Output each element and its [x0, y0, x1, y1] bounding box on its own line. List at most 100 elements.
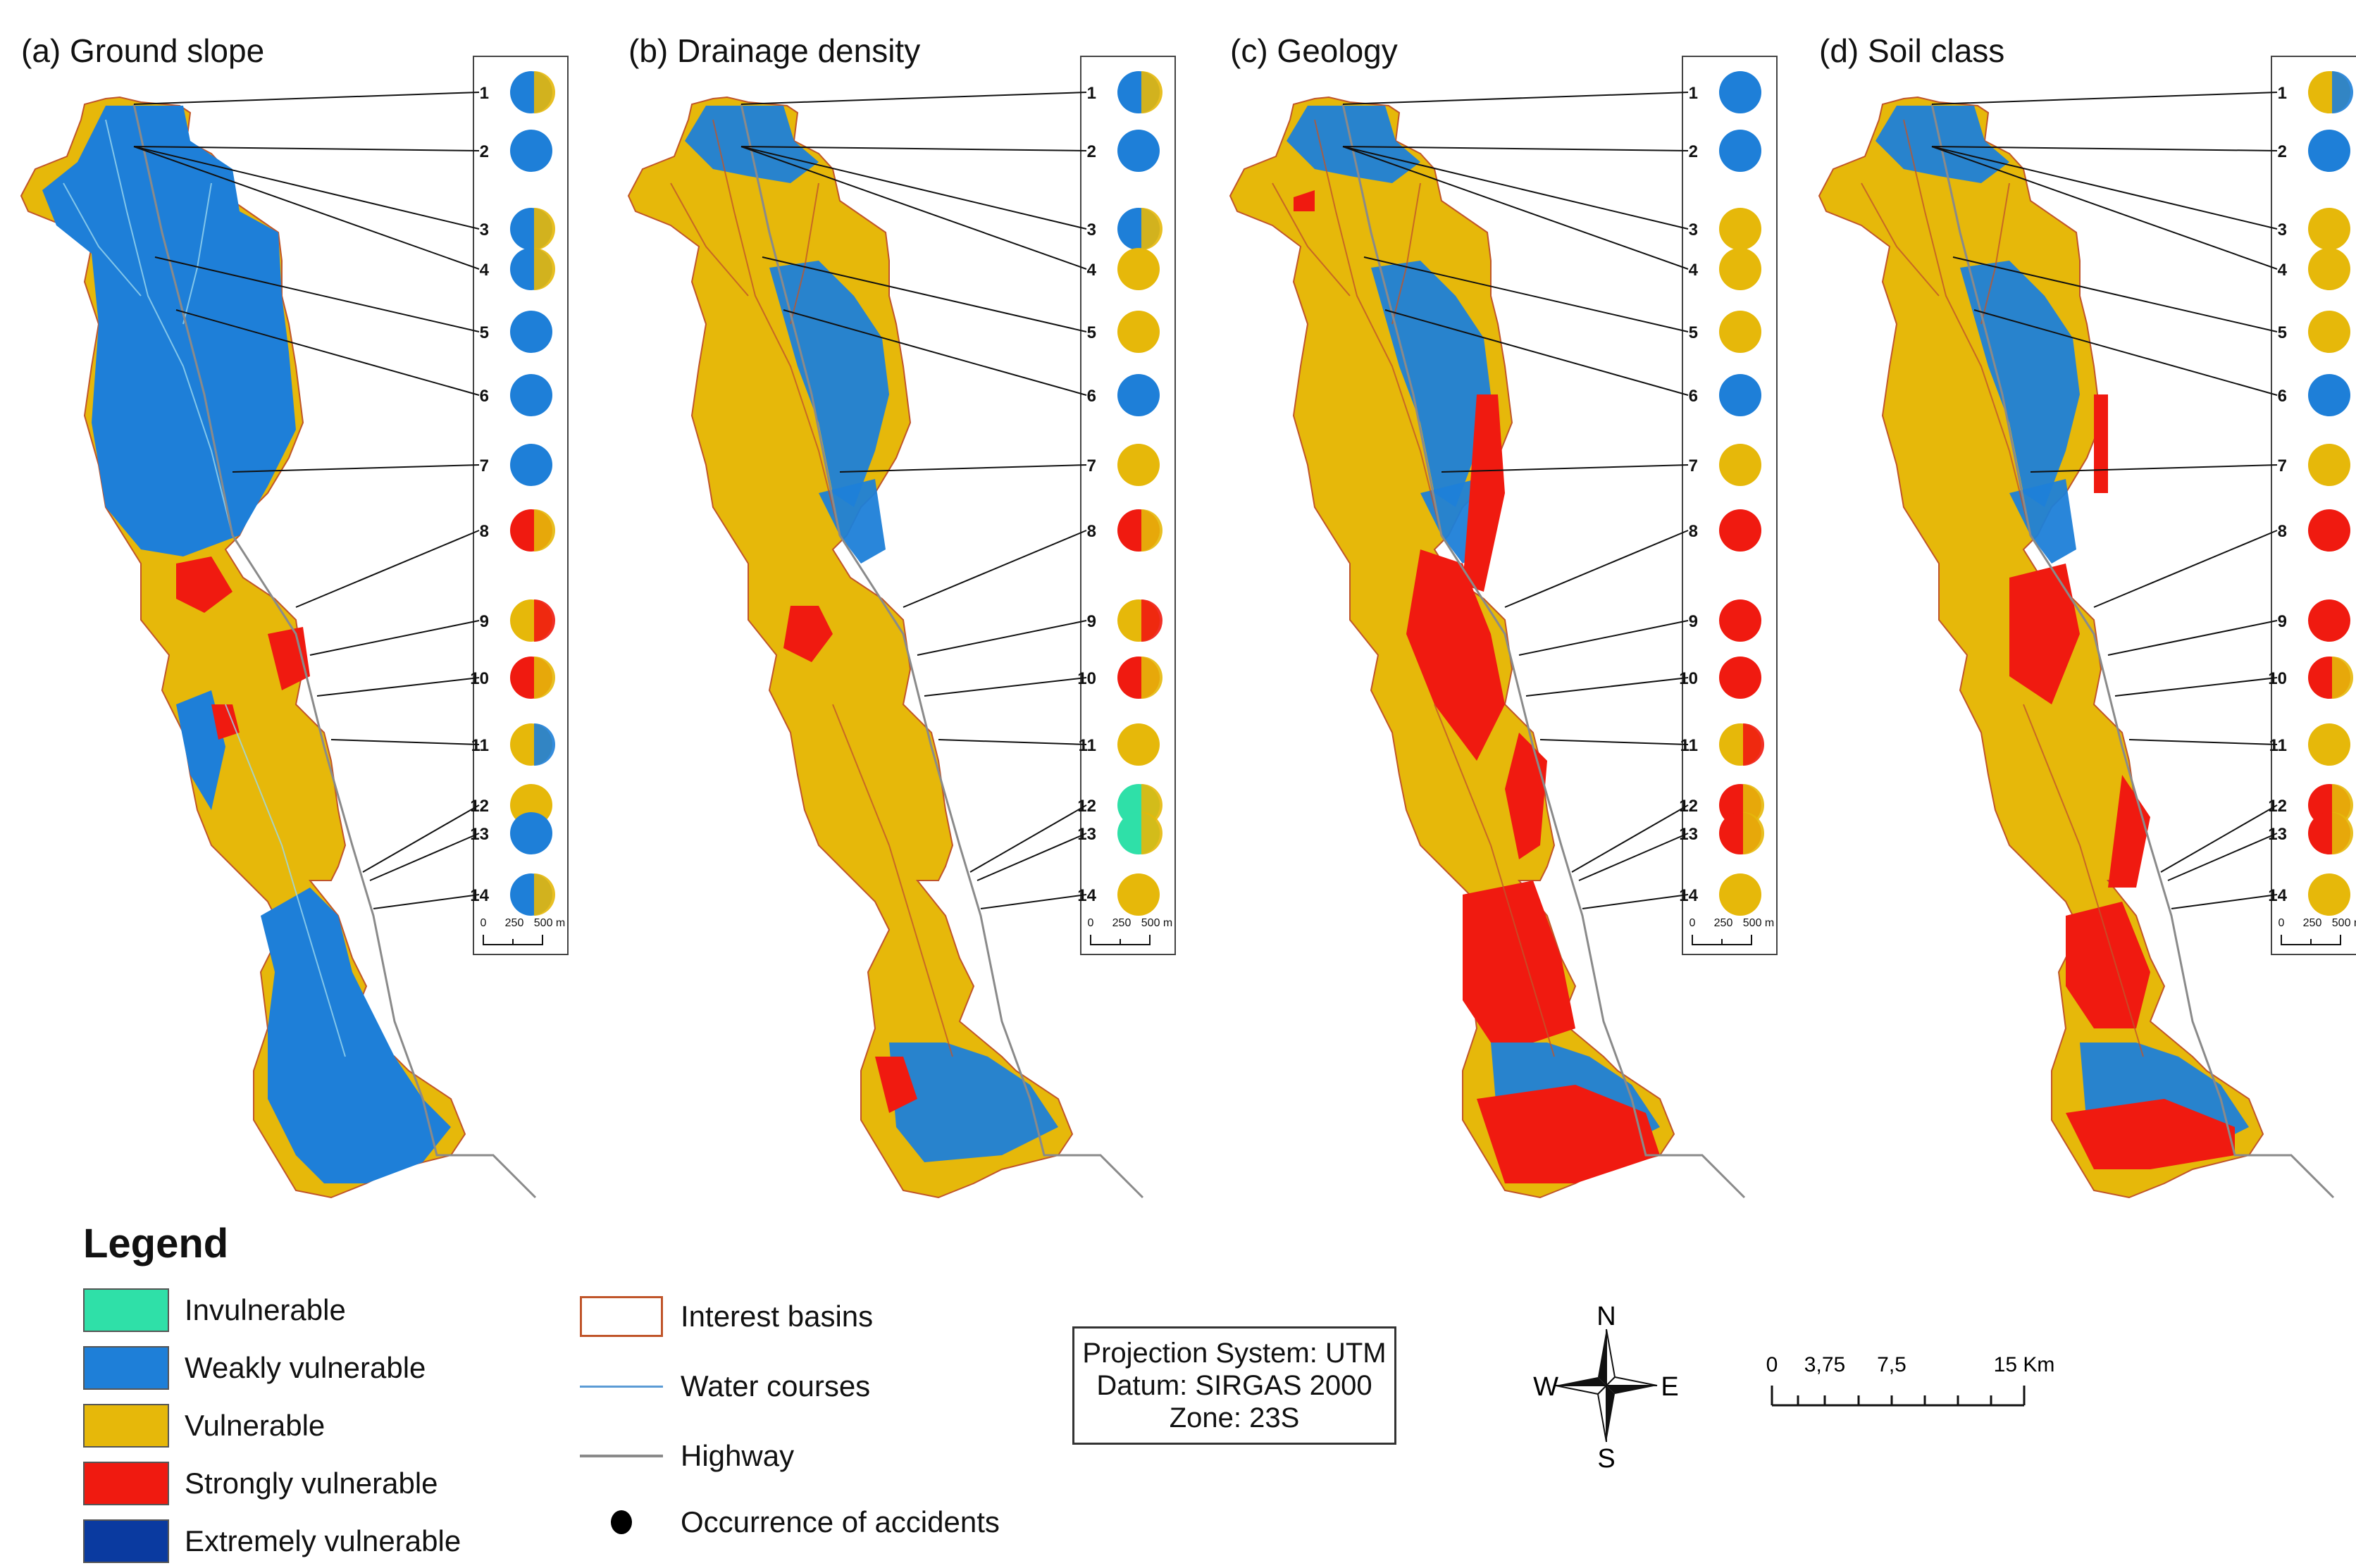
sample-circle — [510, 723, 555, 766]
sample-circle — [1117, 599, 1162, 642]
inset-scale-2: 500 m — [1743, 917, 1774, 929]
legend-label: Extremely vulnerable — [185, 1524, 461, 1557]
leader-line — [924, 677, 1087, 697]
sample-circle — [1117, 311, 1160, 353]
leader-line — [969, 804, 1087, 873]
circle-number: 4 — [2278, 261, 2288, 280]
leader-line — [839, 464, 1087, 473]
circle-number: 6 — [480, 387, 489, 406]
circle-number: 7 — [1087, 456, 1096, 475]
inset-scale-2: 500 m — [534, 917, 565, 929]
sample-circle — [2308, 208, 2350, 250]
scale-label-2: 7,5 — [1877, 1353, 1906, 1376]
sample-circle — [2308, 873, 2350, 916]
zone-patch — [2108, 775, 2150, 888]
zone-patch — [783, 606, 833, 662]
zone-patch — [685, 106, 819, 183]
zone-patch — [889, 1043, 1058, 1162]
circle-number: 9 — [2278, 612, 2287, 631]
circle-number: 6 — [2278, 387, 2287, 406]
water-course-line — [670, 182, 749, 297]
sample-circle — [1719, 71, 1761, 113]
circle-number: 3 — [1689, 220, 1698, 239]
sample-circle — [1719, 657, 1761, 699]
sample-circle — [1719, 812, 1764, 854]
leader-line — [2160, 804, 2278, 873]
sample-circle — [1117, 444, 1160, 486]
inset-scale-bar — [483, 935, 543, 945]
leader-line — [1363, 256, 1689, 332]
water-courses — [1861, 119, 2144, 1057]
water-course-line — [1434, 704, 1555, 1057]
leader-line — [740, 146, 1087, 270]
leader-line — [2114, 677, 2278, 697]
weakly-vulnerable-swatch — [83, 1346, 169, 1390]
projection-box: Projection System: UTM Datum: SIRGAS 200… — [1072, 1326, 1396, 1445]
zone-patch — [875, 1057, 917, 1113]
circle-number: 2 — [480, 142, 489, 161]
sample-circle — [1719, 374, 1761, 416]
leader-line — [762, 256, 1087, 332]
circle-number: 11 — [1079, 736, 1096, 755]
leader-line — [740, 146, 1087, 230]
sample-circle — [1117, 208, 1162, 250]
circle-number: 13 — [1077, 825, 1096, 844]
zone-patch — [1286, 106, 1420, 183]
leader-line — [740, 92, 1087, 105]
leader-line — [295, 530, 480, 608]
circle-number: 1 — [2278, 84, 2287, 103]
zone-patch — [261, 888, 451, 1183]
leader-line — [2171, 894, 2278, 909]
zone-patch — [268, 627, 310, 690]
circle-number: 14 — [470, 886, 489, 905]
leader-line — [154, 256, 480, 332]
circle-number: 8 — [480, 522, 489, 541]
sample-circle — [510, 71, 555, 113]
sample-circle — [1719, 509, 1761, 552]
sample-circle — [1719, 873, 1761, 916]
sample-circle — [1117, 248, 1160, 290]
water-course-line — [790, 182, 819, 325]
extremely-vulnerable-swatch — [83, 1519, 169, 1563]
legend-item-invulnerable: Invulnerable — [83, 1288, 346, 1333]
legend-label: Interest basins — [681, 1300, 874, 1333]
leader-line — [330, 739, 480, 745]
legend-item-vulnerable: Vulnerable — [83, 1403, 325, 1448]
panel-title: (d) Soil class — [1819, 32, 2004, 69]
weakly-vulnerable-zones — [685, 106, 1058, 1162]
inset-scale-0: 0 — [2278, 917, 2285, 929]
water-course-line — [105, 119, 233, 536]
legend-item-water-courses: Water courses — [578, 1363, 870, 1410]
sample-circle — [1719, 311, 1761, 353]
circle-number: 2 — [2278, 142, 2287, 161]
circle-number: 9 — [1689, 612, 1698, 631]
sample-circle — [510, 208, 555, 250]
circle-number: 3 — [1087, 220, 1096, 239]
sample-circle — [510, 812, 552, 854]
highway-line — [132, 104, 537, 1199]
leader-line — [133, 146, 480, 151]
leader-line — [133, 146, 480, 230]
inset-scale-1: 250 — [2303, 917, 2322, 929]
leader-line — [2107, 620, 2278, 656]
circle-number: 13 — [2268, 825, 2287, 844]
water-course-line — [1861, 182, 1940, 297]
zone-patch — [1876, 106, 2009, 183]
circle-number: 12 — [1077, 797, 1096, 816]
circle-number: 14 — [2268, 886, 2287, 905]
inset-scale-0: 0 — [1690, 917, 1696, 929]
legend-label: Weakly vulnerable — [185, 1351, 426, 1384]
map-panel-2: (b) Drainage density12345678910111213140… — [627, 32, 1176, 1199]
inset-scale-bar — [1692, 935, 1752, 945]
leader-line — [1384, 309, 1689, 396]
legend-label: Occurrence of accidents — [681, 1505, 1000, 1538]
legend-item-highway: Highway — [578, 1433, 794, 1479]
water-course-line — [712, 119, 841, 536]
leader-line — [1342, 146, 1689, 230]
legend-label: Invulnerable — [185, 1293, 346, 1326]
zone-patch — [1477, 1085, 1660, 1183]
circle-number: 13 — [470, 825, 489, 844]
water-courses — [1272, 119, 1555, 1057]
leader-line — [1571, 804, 1689, 873]
